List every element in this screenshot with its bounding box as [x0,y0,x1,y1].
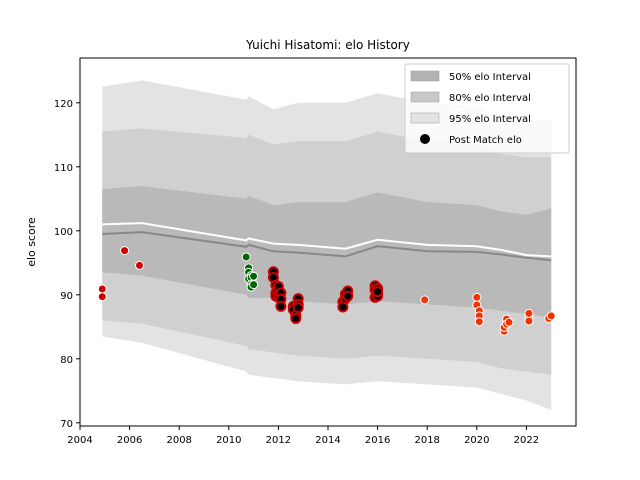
post-match-points [97,246,556,336]
y-tick-label: 110 [54,163,73,174]
x-tick-label: 2012 [266,435,291,446]
match-point [504,317,514,327]
y-tick-label: 90 [60,291,73,302]
match-point [372,286,384,298]
y-axis-label: elo score [25,217,38,267]
x-tick-label: 2006 [117,435,142,446]
legend-label: 80% elo Interval [449,93,531,104]
legend: 50% elo Interval 80% elo Interval 95% elo … [404,63,570,154]
match-point [97,292,107,302]
x-axis: 2004 2006 2008 2010 2012 2014 2016 2018 2020 2022 [67,426,539,446]
match-point [275,300,287,312]
x-tick-label: 2004 [67,435,92,446]
match-point [474,317,484,327]
match-point [249,271,259,281]
legend-label: 95% elo Interval [449,114,531,125]
legend-swatch [410,70,440,82]
mean-line [102,222,552,258]
chart-title: Yuichi Hisatomi: elo History [245,38,410,52]
y-tick-label: 80 [60,355,73,366]
x-tick-label: 2016 [365,435,390,446]
interval-bands [102,80,552,411]
match-point [290,313,302,324]
match-point [524,316,534,326]
median-line [102,231,552,262]
match-point [292,302,304,314]
x-tick-label: 2022 [514,435,539,446]
trend-lines [102,222,552,262]
match-point [524,308,534,318]
legend-swatch [410,112,440,124]
x-tick-label: 2010 [216,435,241,446]
legend-swatch [410,91,440,103]
legend-box [404,63,570,154]
x-tick-label: 2018 [414,435,439,446]
match-point [135,260,144,270]
y-tick-label: 100 [54,227,73,238]
x-tick-label: 2020 [464,435,489,446]
match-point [546,311,556,321]
match-point [249,280,259,290]
legend-label: Post Match elo [449,135,522,146]
x-tick-label: 2014 [315,435,340,446]
y-tick-label: 120 [54,99,73,110]
match-point [241,252,251,262]
y-axis: 70 80 90 100 110 120 [54,99,80,430]
match-point [472,292,482,302]
y-tick-label: 70 [60,419,73,430]
legend-marker [420,134,430,144]
interval-band-2 [102,186,552,318]
x-tick-label: 2008 [166,435,191,446]
match-point [120,246,130,256]
match-point [420,295,430,305]
legend-label: 50% elo Interval [449,72,531,83]
match-point [342,290,354,302]
match-point [97,284,107,294]
